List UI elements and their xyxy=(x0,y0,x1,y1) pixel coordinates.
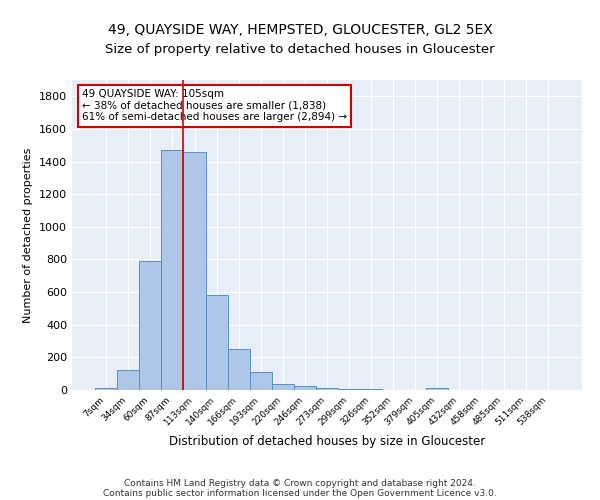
Bar xyxy=(316,388,338,390)
Bar xyxy=(338,389,360,390)
Bar xyxy=(227,349,250,390)
Text: Contains public sector information licensed under the Open Government Licence v3: Contains public sector information licen… xyxy=(103,488,497,498)
Bar xyxy=(250,372,272,390)
Bar xyxy=(117,370,139,390)
Bar xyxy=(427,388,448,390)
Bar xyxy=(360,389,382,390)
Bar xyxy=(184,152,206,390)
Bar xyxy=(95,388,117,390)
Text: 49, QUAYSIDE WAY, HEMPSTED, GLOUCESTER, GL2 5EX: 49, QUAYSIDE WAY, HEMPSTED, GLOUCESTER, … xyxy=(107,22,493,36)
Text: Size of property relative to detached houses in Gloucester: Size of property relative to detached ho… xyxy=(105,42,495,56)
Bar xyxy=(272,384,294,390)
Text: 49 QUAYSIDE WAY: 105sqm
← 38% of detached houses are smaller (1,838)
61% of semi: 49 QUAYSIDE WAY: 105sqm ← 38% of detache… xyxy=(82,90,347,122)
Bar xyxy=(294,386,316,390)
Y-axis label: Number of detached properties: Number of detached properties xyxy=(23,148,34,322)
Text: Contains HM Land Registry data © Crown copyright and database right 2024.: Contains HM Land Registry data © Crown c… xyxy=(124,478,476,488)
Bar xyxy=(139,261,161,390)
Bar xyxy=(161,150,184,390)
X-axis label: Distribution of detached houses by size in Gloucester: Distribution of detached houses by size … xyxy=(169,436,485,448)
Bar xyxy=(206,296,227,390)
